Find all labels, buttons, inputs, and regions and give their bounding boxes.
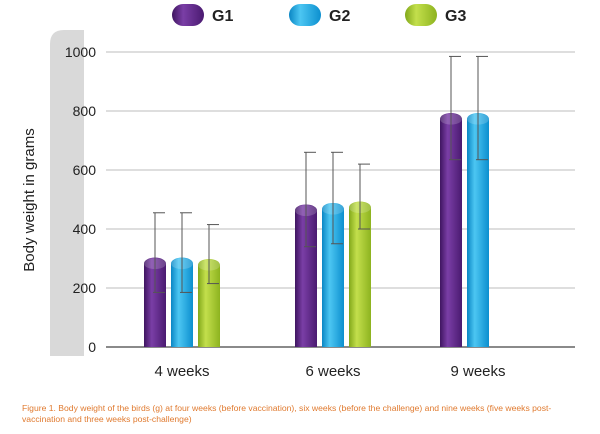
legend: G1 G2 G3 [172, 4, 466, 26]
legend-label: G1 [212, 8, 233, 25]
legend-swatch [172, 4, 204, 26]
y-tick-label: 0 [88, 339, 96, 355]
y-tick-label: 400 [73, 221, 97, 237]
y-tick-label: 600 [73, 162, 97, 178]
bar-g1-4-weeks [144, 257, 166, 347]
figure-caption: Figure 1. Body weight of the birds (g) a… [22, 403, 552, 424]
x-tick-label: 6 weeks [305, 363, 360, 380]
x-tick-labels: 4 weeks 6 weeks 9 weeks [154, 363, 505, 380]
x-tick-label: 9 weeks [450, 363, 505, 380]
bar-g2-9-weeks [467, 113, 489, 348]
bar-g3-6-weeks [349, 201, 371, 347]
y-tick-labels: 0 200 400 600 800 1000 [65, 44, 96, 355]
legend-swatch [405, 4, 437, 26]
legend-label: G2 [329, 8, 350, 25]
bar-g1-9-weeks [440, 113, 462, 348]
y-axis-band [50, 30, 84, 356]
legend-item-g2: G2 [289, 4, 350, 26]
y-tick-label: 1000 [65, 44, 96, 60]
error-bar [331, 151, 343, 245]
bar-g2-4-weeks [171, 257, 193, 347]
y-axis-label: Body weight in grams [21, 128, 38, 271]
error-bar [180, 212, 192, 293]
error-bar [449, 55, 461, 161]
bars [144, 55, 489, 348]
bar-g1-6-weeks [295, 204, 317, 347]
error-bar [304, 151, 316, 248]
y-tick-label: 200 [73, 280, 97, 296]
error-bar [358, 163, 370, 230]
error-bar [153, 212, 165, 293]
bar-g3-4-weeks [198, 259, 220, 347]
error-bar [476, 55, 488, 161]
legend-item-g1: G1 [172, 4, 233, 26]
error-bar [207, 224, 219, 285]
y-tick-label: 800 [73, 103, 97, 119]
legend-item-g3: G3 [405, 4, 466, 26]
legend-swatch [289, 4, 321, 26]
bar-g2-6-weeks [322, 202, 344, 347]
legend-label: G3 [445, 8, 466, 25]
x-tick-label: 4 weeks [154, 363, 209, 380]
